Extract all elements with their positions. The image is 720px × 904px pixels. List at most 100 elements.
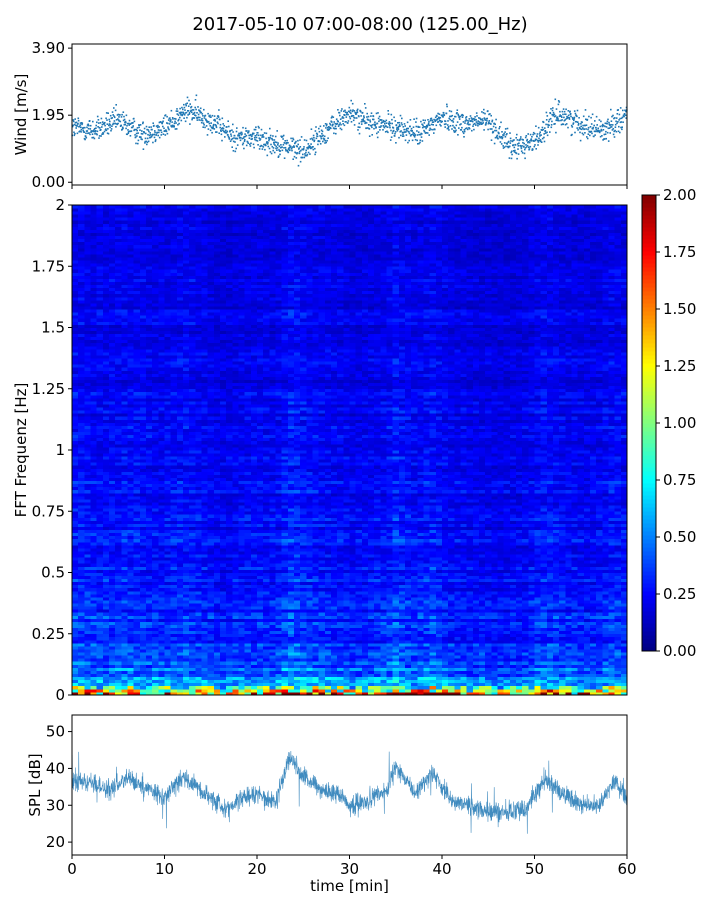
spectrogram-cell (115, 631, 122, 634)
wind-point (114, 120, 116, 122)
spectrogram-cell (436, 643, 443, 646)
spectrogram-cell (442, 683, 449, 686)
spectrogram-cell (300, 677, 307, 680)
spectrogram-cell (319, 588, 326, 591)
spectrogram-cell (313, 609, 320, 612)
spectrogram-cell (461, 677, 468, 680)
spectrogram-cell (584, 628, 591, 631)
wind-point (584, 132, 586, 134)
spectrogram-cell (461, 686, 468, 689)
spectrogram-cell (269, 646, 276, 649)
spectrogram-cell (146, 680, 153, 683)
spectrogram-cell (510, 600, 517, 603)
spectrogram-cell (140, 631, 147, 634)
spectrogram-cell (152, 686, 159, 689)
spectrogram-cell (461, 618, 468, 621)
spectrogram-cell (325, 680, 332, 683)
spectrogram-cell (232, 671, 239, 674)
spectrogram-cell (485, 664, 492, 667)
spectrogram-cell (565, 597, 572, 600)
wind-point (312, 146, 314, 148)
wind-point (540, 134, 542, 136)
spectrogram-cell (121, 677, 128, 680)
spectrogram-cell (609, 634, 616, 637)
spectrogram-cell (528, 609, 535, 612)
wind-point (350, 110, 352, 112)
spectrogram-cell (522, 658, 529, 661)
wind-point (94, 133, 96, 135)
spectrogram-cell (578, 622, 585, 625)
wind-point (445, 121, 447, 123)
spectrogram-cell (91, 640, 98, 643)
wind-point (264, 149, 266, 151)
spectrogram-cell (239, 664, 246, 667)
spectrogram-cell (393, 591, 400, 594)
wind-point (498, 133, 500, 135)
spectrogram-cell (103, 649, 110, 652)
spectrogram-cell (374, 661, 381, 664)
spectrogram-cell (177, 655, 184, 658)
wind-point (147, 138, 149, 140)
spectrogram-cell (578, 628, 585, 631)
wind-point (432, 129, 434, 131)
spectrogram-cell (467, 588, 474, 591)
wind-point (588, 133, 590, 135)
wind-point (504, 131, 506, 133)
spectrogram-cell (288, 603, 295, 606)
spectrogram-cell (417, 615, 424, 618)
wind-point (72, 125, 74, 127)
spectrogram-cell (553, 677, 560, 680)
spectrogram-cell (448, 686, 455, 689)
spectrogram-cell (276, 615, 283, 618)
wind-point (73, 121, 75, 123)
wind-point (505, 136, 507, 138)
spectrogram-cell (516, 609, 523, 612)
spectrogram-cell (226, 664, 233, 667)
wind-point (376, 113, 378, 115)
spectrogram-cell (134, 674, 141, 677)
spectrogram-cell (467, 618, 474, 621)
spectrogram-cell (479, 588, 486, 591)
wind-point (133, 118, 135, 120)
wind-point (395, 142, 397, 144)
wind-point (189, 103, 191, 105)
spectrogram-cell (590, 683, 597, 686)
spectrogram-cell (177, 677, 184, 680)
spectrogram-cell (239, 585, 246, 588)
spectrogram-cell (158, 652, 165, 655)
spectrogram-cell (387, 680, 394, 683)
spectrogram-cell (84, 591, 91, 594)
wind-point (603, 129, 605, 131)
wind-point (595, 127, 597, 129)
spectrogram-cell (220, 671, 227, 674)
spectrogram-cell (436, 628, 443, 631)
wind-point (594, 134, 596, 136)
wind-point (621, 129, 623, 131)
wind-point (272, 139, 274, 141)
spectrogram-cell (282, 631, 289, 634)
spectrogram-cell (78, 689, 85, 692)
spectrogram-cell (374, 686, 381, 689)
spectrogram-cell (152, 658, 159, 661)
spectrogram-cell (350, 615, 357, 618)
spectrogram-cell (362, 680, 369, 683)
spectrogram-cell (528, 661, 535, 664)
wind-point (495, 127, 497, 129)
spectrogram-cell (572, 622, 579, 625)
wind-point (268, 146, 270, 148)
spectrogram-cell (171, 622, 178, 625)
wind-point (622, 121, 624, 123)
spectrogram-cell (584, 597, 591, 600)
spectrogram-cell (78, 661, 85, 664)
wind-point (625, 115, 627, 117)
spectrogram-cell (362, 686, 369, 689)
wind-point (572, 117, 574, 119)
spectrogram-cell (195, 671, 202, 674)
spectrogram-cell (208, 680, 215, 683)
spectrogram-cell (288, 661, 295, 664)
spectrogram-cell (257, 640, 264, 643)
spectrogram-cell (294, 652, 301, 655)
spectrogram-cell (448, 618, 455, 621)
spectrogram-cell (337, 628, 344, 631)
wind-point (543, 133, 545, 135)
